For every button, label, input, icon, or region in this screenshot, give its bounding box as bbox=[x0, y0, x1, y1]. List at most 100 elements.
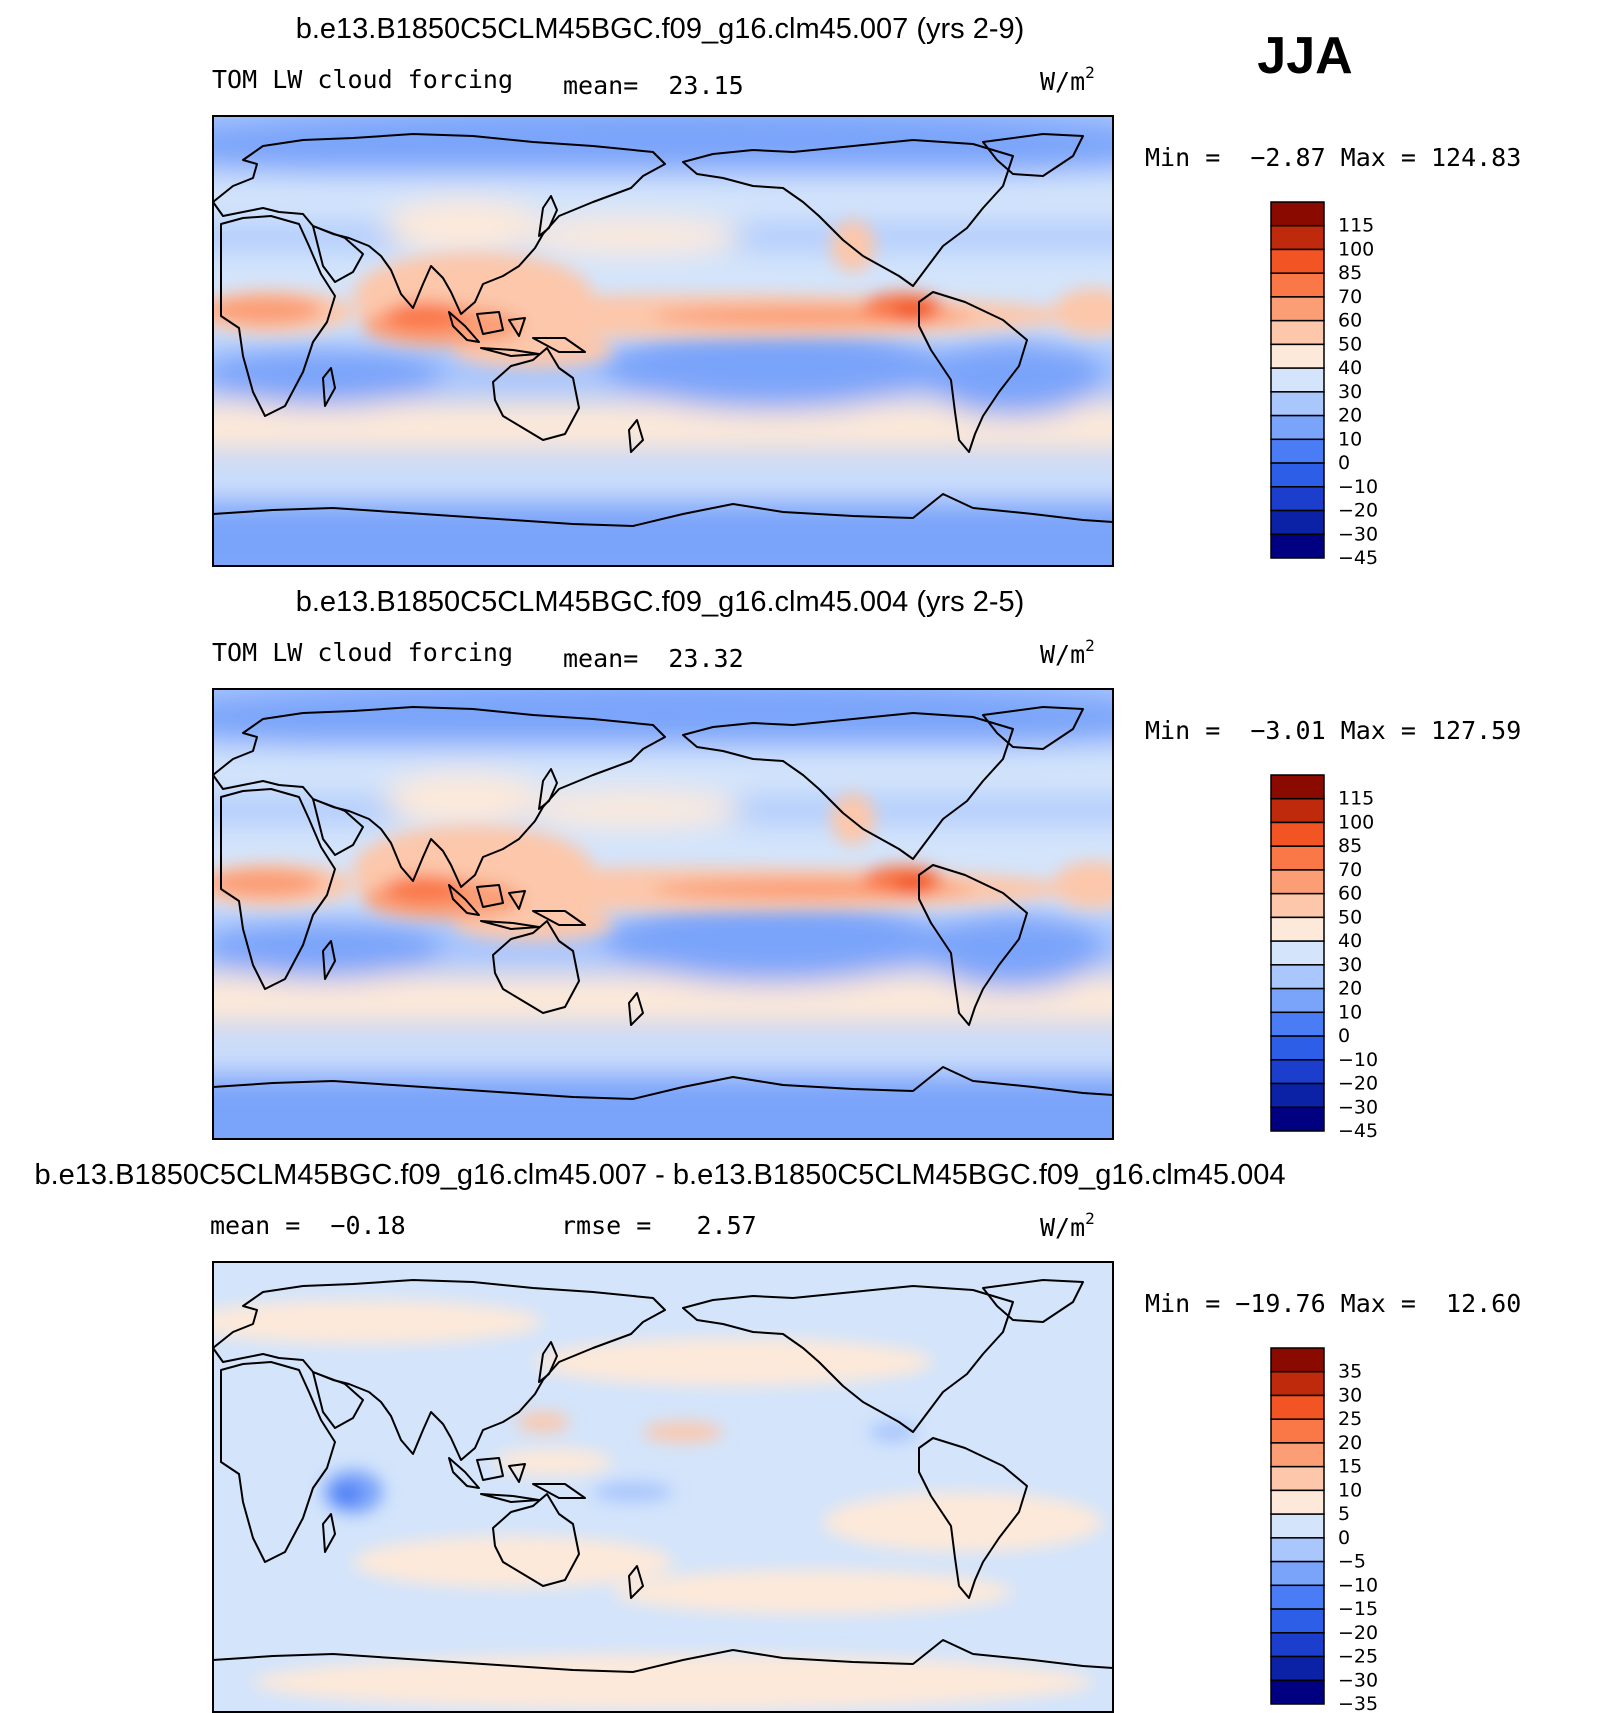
colorbar-swatch bbox=[1270, 272, 1325, 298]
colorbar-swatch bbox=[1270, 845, 1325, 871]
map-plot bbox=[183, 1261, 1114, 1713]
units-exponent: 2 bbox=[1085, 1209, 1095, 1228]
colorbar-swatch bbox=[1270, 438, 1325, 464]
colorbar-swatch bbox=[1270, 1418, 1325, 1444]
colorbar-tick-label: 0 bbox=[1338, 452, 1350, 474]
min-max-readout: Min = −19.76 Max = 12.60 bbox=[1145, 1289, 1521, 1318]
colorbar-tick-label: −30 bbox=[1338, 1096, 1378, 1118]
colorbar-swatch bbox=[1270, 1394, 1325, 1420]
colorbar-tick-label: 85 bbox=[1338, 835, 1362, 857]
colorbar-swatch bbox=[1270, 533, 1325, 559]
colorbar-tick-label: −45 bbox=[1338, 547, 1378, 569]
colorbar-swatch bbox=[1270, 1489, 1325, 1515]
variable-name: TOM LW cloud forcing bbox=[212, 638, 513, 667]
colorbar-tick-label: 20 bbox=[1338, 978, 1362, 1000]
colorbar-swatch bbox=[1270, 224, 1325, 251]
colorbar-tick-label: 100 bbox=[1338, 811, 1374, 833]
colorbar-swatch bbox=[1270, 1679, 1325, 1705]
units-exponent: 2 bbox=[1085, 636, 1095, 655]
colorbar-swatch bbox=[1270, 367, 1325, 393]
season-label: JJA bbox=[1257, 27, 1352, 85]
colorbar-tick-label: 115 bbox=[1338, 215, 1374, 237]
colorbar-swatch bbox=[1270, 1584, 1325, 1610]
colorbar-tick-label: 50 bbox=[1338, 333, 1362, 355]
map-plot bbox=[212, 688, 1114, 1140]
colorbar-tick-label: −30 bbox=[1338, 523, 1378, 545]
colorbar-tick-label: 40 bbox=[1338, 930, 1362, 952]
colorbar-tick-label: 115 bbox=[1338, 788, 1374, 810]
colorbar-swatch bbox=[1270, 1465, 1325, 1492]
colorbar-swatch bbox=[1270, 940, 1325, 966]
mean-value: mean= 23.32 bbox=[563, 644, 744, 673]
colorbar-tick-label: −10 bbox=[1338, 1049, 1378, 1071]
colorbar-swatch bbox=[1270, 1347, 1325, 1373]
colorbar-swatch bbox=[1270, 964, 1325, 990]
units-label: W/m2 bbox=[1040, 1209, 1095, 1242]
variable-name: TOM LW cloud forcing bbox=[212, 65, 513, 94]
units-exponent: 2 bbox=[1085, 63, 1095, 82]
colorbar-tick-label: 15 bbox=[1338, 1456, 1362, 1478]
colorbar-tick-label: 0 bbox=[1338, 1025, 1350, 1047]
diff-mean-value: mean = −0.18 bbox=[210, 1211, 406, 1240]
colorbar-swatch bbox=[1270, 248, 1325, 274]
colorbar-tick-label: 0 bbox=[1338, 1527, 1350, 1549]
colorbar-tick-label: 60 bbox=[1338, 883, 1362, 905]
panel-title: b.e13.B1850C5CLM45BGC.f09_g16.clm45.007 … bbox=[296, 13, 1025, 45]
colorbar-swatch bbox=[1270, 869, 1325, 895]
map-frame bbox=[212, 1261, 1114, 1713]
colorbar-swatch bbox=[1270, 821, 1325, 847]
colorbar-swatch bbox=[1270, 892, 1325, 919]
colorbar-tick-label: 10 bbox=[1338, 1001, 1362, 1023]
colorbar-tick-label: 25 bbox=[1338, 1408, 1362, 1430]
colorbar-swatch bbox=[1270, 319, 1325, 346]
map-frame bbox=[212, 688, 1114, 1140]
colorbar-tick-label: −20 bbox=[1338, 1622, 1378, 1644]
colorbar-tick-label: 70 bbox=[1338, 859, 1362, 881]
panel-007: b.e13.B1850C5CLM45BGC.f09_g16.clm45.007 … bbox=[143, 13, 1521, 590]
colorbar-swatch bbox=[1270, 1082, 1325, 1109]
colorbar-swatch bbox=[1270, 1560, 1325, 1587]
colorbar-tick-label: 85 bbox=[1338, 262, 1362, 284]
mean-value: mean= 23.15 bbox=[563, 71, 744, 100]
map-plot bbox=[143, 108, 1183, 590]
colorbar-swatch bbox=[1270, 1632, 1325, 1658]
colorbar-tick-label: 30 bbox=[1338, 954, 1362, 976]
colorbar-swatch bbox=[1270, 414, 1325, 441]
colorbar-swatch bbox=[1270, 1608, 1325, 1634]
colorbar-swatch bbox=[1270, 1655, 1325, 1682]
colorbar-swatch bbox=[1270, 391, 1325, 417]
colorbar-swatch bbox=[1270, 462, 1325, 488]
colorbar-swatch bbox=[1270, 201, 1325, 227]
min-max-readout: Min = −3.01 Max = 127.59 bbox=[1145, 716, 1521, 745]
colorbar-tick-label: −10 bbox=[1338, 476, 1378, 498]
colorbar-tick-label: 60 bbox=[1338, 310, 1362, 332]
colorbar-tick-label: −15 bbox=[1338, 1598, 1378, 1620]
colorbar-tick-label: 30 bbox=[1338, 1384, 1362, 1406]
units-base: W/m bbox=[1040, 1213, 1085, 1242]
colorbar-swatch bbox=[1270, 1370, 1325, 1397]
difference-contours bbox=[183, 1262, 1113, 1712]
colorbar-swatch bbox=[1270, 343, 1325, 369]
colorbar-tick-label: −35 bbox=[1338, 1693, 1378, 1713]
units-base: W/m bbox=[1040, 67, 1085, 96]
colorbar-swatch bbox=[1270, 1513, 1325, 1539]
colorbar-tick-label: 5 bbox=[1338, 1503, 1350, 1525]
colorbar-swatch bbox=[1270, 1537, 1325, 1563]
colorbar-tick-label: 50 bbox=[1338, 906, 1362, 928]
colorbar-tick-label: −20 bbox=[1338, 500, 1378, 522]
colorbar-tick-label: 20 bbox=[1338, 405, 1362, 427]
colorbar-swatch bbox=[1270, 797, 1325, 824]
units-label: W/m2 bbox=[1040, 63, 1095, 96]
colorbar-tick-label: 30 bbox=[1338, 381, 1362, 403]
colorbar-tick-label: −30 bbox=[1338, 1669, 1378, 1691]
units-base: W/m bbox=[1040, 640, 1085, 669]
colorbar-tick-label: −25 bbox=[1338, 1646, 1378, 1668]
map-frame bbox=[212, 115, 1114, 567]
panel-diff: b.e13.B1850C5CLM45BGC.f09_g16.clm45.007 … bbox=[34, 1159, 1521, 1713]
field-contours bbox=[143, 108, 1183, 590]
colorbar-tick-label: −45 bbox=[1338, 1120, 1378, 1142]
